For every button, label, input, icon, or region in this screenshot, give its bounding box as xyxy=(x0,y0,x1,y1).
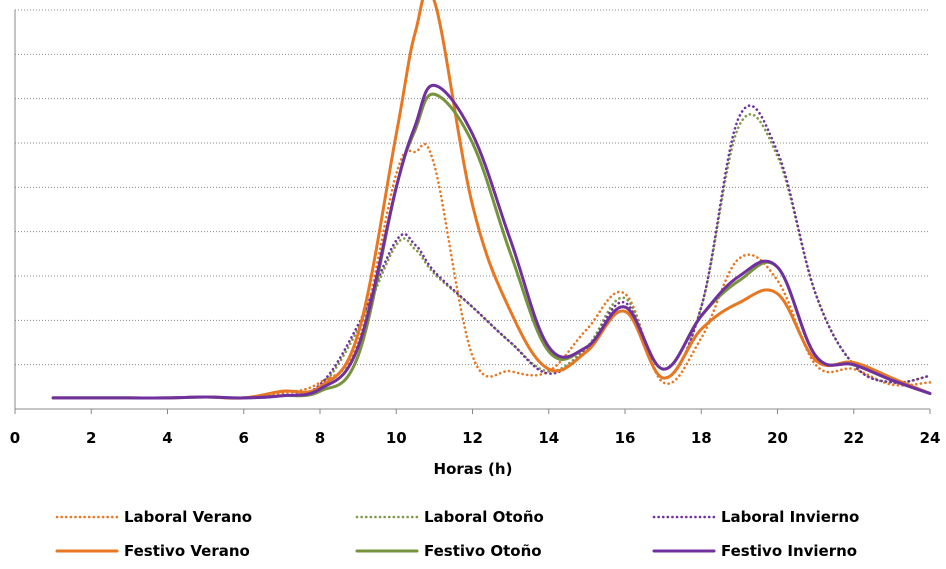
series-line-laboral-otono xyxy=(51,113,932,400)
x-tick-label-16: 16 xyxy=(615,429,636,447)
legend-label-laboral-verano: Laboral Verano xyxy=(124,508,252,526)
x-tick-label-2: 2 xyxy=(86,429,96,447)
x-tick-label-14: 14 xyxy=(538,429,559,447)
x-tick-labels: 0 2 4 6 8 10 12 14 16 18 20 22 24 xyxy=(10,409,941,447)
series-line-laboral-invierno xyxy=(51,104,932,400)
legend-label-festivo-otono: Festivo Otoño xyxy=(424,542,542,560)
x-tick-label-0: 0 xyxy=(10,429,20,447)
series-line-festivo-invierno xyxy=(51,83,932,400)
x-tick-label-18: 18 xyxy=(691,429,712,447)
legend: Laboral Verano Laboral Otoño Laboral Invie… xyxy=(55,508,859,560)
legend-label-festivo-verano: Festivo Verano xyxy=(124,542,250,560)
x-tick-label-12: 12 xyxy=(462,429,483,447)
legend-label-laboral-otono: Laboral Otoño xyxy=(424,508,544,526)
x-tick-label-24: 24 xyxy=(920,429,941,447)
x-tick-label-20: 20 xyxy=(767,429,788,447)
x-tick-label-10: 10 xyxy=(386,429,407,447)
legend-label-festivo-invierno: Festivo Invierno xyxy=(721,542,857,560)
x-axis-title: Horas (h) xyxy=(434,460,513,478)
series-line-festivo-otono xyxy=(51,92,932,400)
series xyxy=(51,0,932,400)
x-tick-label-8: 8 xyxy=(315,429,325,447)
x-tick-label-6: 6 xyxy=(239,429,249,447)
legend-label-laboral-invierno: Laboral Invierno xyxy=(721,508,859,526)
x-tick-label-22: 22 xyxy=(843,429,864,447)
grid xyxy=(15,9,930,366)
x-tick-label-4: 4 xyxy=(162,429,172,447)
